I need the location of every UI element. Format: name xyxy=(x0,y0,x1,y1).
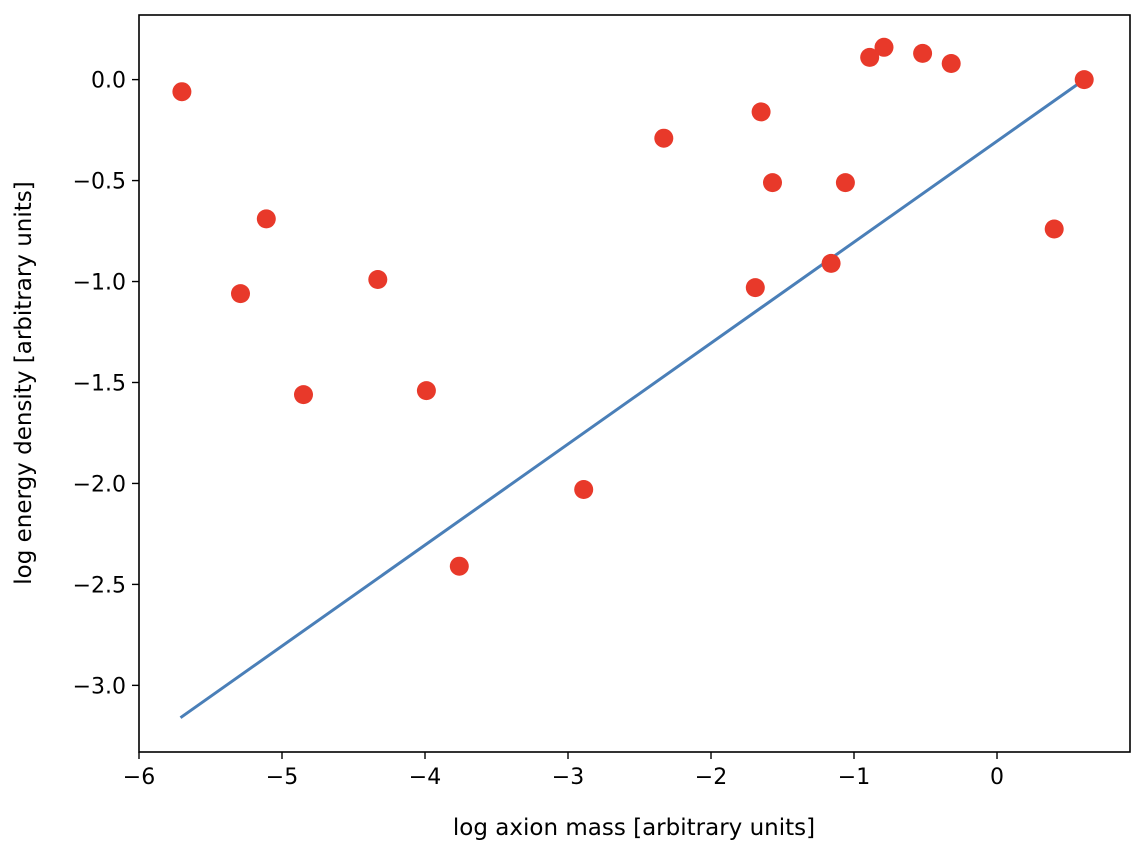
scatter-point-13 xyxy=(835,173,855,193)
y-tick-label: −2.5 xyxy=(73,573,126,598)
y-axis-label: log energy density [arbitrary units] xyxy=(11,181,37,584)
axes-frame xyxy=(138,14,1131,753)
x-tick-label: −2 xyxy=(695,765,727,790)
x-axis-label: log axion mass [arbitrary units] xyxy=(453,815,815,841)
plot-area xyxy=(172,37,1094,719)
x-tick-label: −6 xyxy=(123,765,155,790)
scatter-point-18 xyxy=(1044,219,1064,239)
scatter-point-2 xyxy=(256,209,276,229)
scatter-point-17 xyxy=(941,54,961,73)
scatter-point-3 xyxy=(294,385,313,405)
x-tick-label: −1 xyxy=(838,765,870,790)
scatter-point-9 xyxy=(745,278,765,298)
scatter-point-4 xyxy=(368,270,388,289)
scatter-point-19 xyxy=(1074,70,1094,90)
y-tick-label: −1.5 xyxy=(73,371,126,396)
scatter-point-0 xyxy=(172,82,192,102)
x-tick-label: −5 xyxy=(266,765,298,790)
scatter-point-7 xyxy=(574,480,594,499)
scatter-point-1 xyxy=(231,284,250,304)
scatter-point-8 xyxy=(654,128,674,148)
scatter-point-11 xyxy=(763,173,782,193)
scatter-point-16 xyxy=(913,43,933,63)
x-tick-label: 0 xyxy=(990,765,1004,790)
y-tick-label: 0.0 xyxy=(91,69,126,94)
scatter-point-6 xyxy=(449,556,469,576)
y-axis-ticks: −3.0 −2.5 −2.0 −1.5 −1.0 −0.5 0.0 xyxy=(73,69,139,699)
x-tick-label: −3 xyxy=(552,765,584,790)
scatter-point-15 xyxy=(874,37,894,57)
y-tick-label: −0.5 xyxy=(73,170,126,195)
scatter-point-12 xyxy=(821,253,841,273)
y-tick-label: −1.0 xyxy=(73,271,126,296)
fit-line xyxy=(179,78,1086,719)
x-axis-ticks: −6 −5 −4 −3 −2 −1 0 xyxy=(123,752,1004,790)
scatter-point-5 xyxy=(416,381,436,401)
y-tick-label: −2.0 xyxy=(73,472,126,497)
x-tick-label: −4 xyxy=(409,765,441,790)
scatter-point-10 xyxy=(751,102,771,122)
scatter-point-14 xyxy=(860,47,880,67)
y-tick-label: −3.0 xyxy=(73,674,126,699)
